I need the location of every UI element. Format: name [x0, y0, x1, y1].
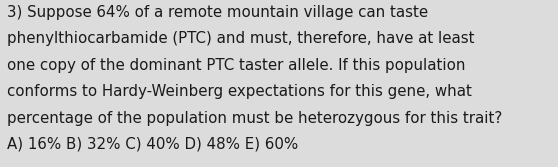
Text: percentage of the population must be heterozygous for this trait?: percentage of the population must be het…	[7, 111, 502, 126]
Text: phenylthiocarbamide (PTC) and must, therefore, have at least: phenylthiocarbamide (PTC) and must, ther…	[7, 31, 474, 46]
Text: A) 16% B) 32% C) 40% D) 48% E) 60%: A) 16% B) 32% C) 40% D) 48% E) 60%	[7, 137, 298, 152]
Text: 3) Suppose 64% of a remote mountain village can taste: 3) Suppose 64% of a remote mountain vill…	[7, 5, 428, 20]
Text: one copy of the dominant PTC taster allele. If this population: one copy of the dominant PTC taster alle…	[7, 58, 465, 73]
Text: conforms to Hardy-Weinberg expectations for this gene, what: conforms to Hardy-Weinberg expectations …	[7, 84, 472, 99]
